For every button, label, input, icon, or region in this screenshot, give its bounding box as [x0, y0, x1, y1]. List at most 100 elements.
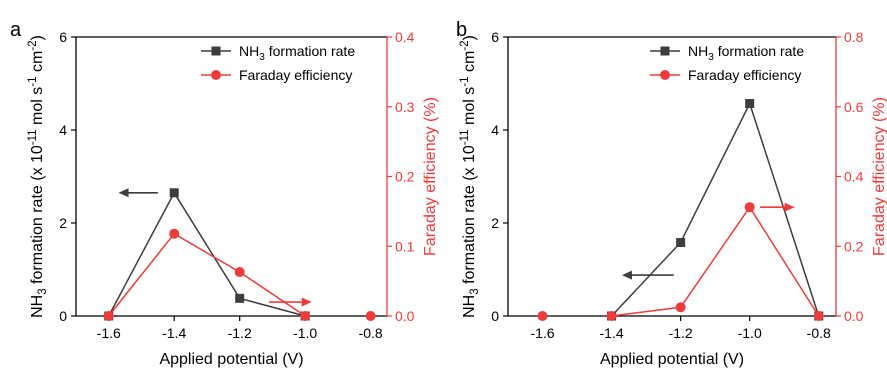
x-tick-label: -1.6: [530, 325, 554, 341]
x-tick-label: -1.4: [600, 325, 624, 341]
label-part: formation rate: [714, 43, 804, 59]
label-part: NH: [29, 295, 46, 318]
y-left-tick-label: 2: [491, 215, 499, 231]
x-tick-label: -1.0: [738, 325, 762, 341]
series-line: [108, 191, 306, 317]
label-part: Faraday efficiency: [239, 67, 352, 83]
y-right-tick-label: 0.6: [844, 99, 864, 115]
circle-marker: [660, 70, 670, 80]
y-left-tick-label: 4: [491, 122, 499, 138]
x-axis-label: Applied potential (V): [159, 351, 303, 368]
y-left-tick-label: 0: [491, 308, 499, 324]
chart-panel-b: b -1.6 -1.4 -1.2 -1.0 -0.8 0 2 4 6 0.0 0.2 0.4 0.6 0.8…: [456, 19, 887, 368]
circle-marker: [300, 311, 311, 321]
nh3-rate-series: [607, 98, 824, 321]
square-marker: [169, 188, 179, 198]
subscript: 3: [708, 52, 714, 63]
superscript: -2: [27, 40, 39, 50]
label-part: mol s: [461, 87, 478, 130]
series-line: [611, 101, 820, 317]
y-right-tick-label: 0.4: [844, 169, 864, 185]
label-part: NH: [688, 43, 708, 59]
x-axis-label: Applied potential (V): [600, 351, 744, 368]
legend: NH3 formation rate Faraday efficiency: [650, 43, 804, 83]
superscript: -2: [459, 40, 471, 50]
right-arrow: [269, 297, 312, 307]
y-right-tick-label: 0.2: [395, 169, 415, 185]
subscript: 3: [37, 288, 49, 294]
y-right-tick-label: 0.0: [844, 308, 864, 324]
square-marker: [745, 98, 755, 108]
circle-marker: [234, 267, 245, 278]
square-marker: [235, 293, 245, 303]
label-part: ): [29, 35, 46, 40]
y-left-axis-label: NH3 formation rate (x 10-11 mol s-1 cm-2…: [27, 35, 49, 318]
y-left-tick-label: 6: [59, 29, 67, 45]
superscript: -11: [459, 129, 471, 145]
superscript: -11: [27, 129, 39, 145]
faraday-efficiency-series: [103, 228, 311, 321]
circle-marker: [537, 311, 548, 321]
circle-marker: [744, 202, 755, 213]
y-right-tick-label: 0.1: [395, 238, 415, 254]
chart-panel-a: a -1.6 -1.4 -1.2 -1.0 -0.8 0 2 4 6 0.0 0.1 0.2 0.3 0.4…: [10, 19, 439, 368]
y-left-axis-label: NH3 formation rate (x 10-11 mol s-1 cm-2…: [459, 35, 481, 318]
label-part: formation rate: [265, 43, 355, 59]
circle-marker: [813, 311, 824, 321]
arrow-head: [621, 270, 632, 280]
y-right-axis-label: Faraday efficiency (%): [871, 97, 887, 256]
superscript: -1: [459, 76, 471, 86]
y-left-tick-label: 2: [59, 215, 67, 231]
legend-entry: Faraday efficiency: [688, 67, 801, 83]
y-right-tick-label: 0.3: [395, 99, 415, 115]
circle-marker: [675, 302, 686, 313]
label-part: mol s: [29, 87, 46, 130]
y-left-tick-label: 0: [59, 308, 67, 324]
circle-marker: [365, 311, 376, 321]
y-right-tick-label: 0.4: [395, 29, 415, 45]
panel-label: b: [456, 19, 467, 41]
y-left-tick-label: 4: [59, 122, 67, 138]
x-tick-label: -1.2: [669, 325, 693, 341]
arrow-head: [784, 202, 795, 212]
legend-entry: Faraday efficiency: [239, 67, 352, 83]
legend: NH3 formation rate Faraday efficiency: [201, 43, 355, 83]
label-part: cm: [29, 51, 46, 77]
right-arrow: [760, 202, 795, 212]
legend-entry: NH3 formation rate: [239, 43, 355, 63]
square-marker: [676, 238, 686, 248]
circle-marker: [169, 228, 180, 239]
square-marker: [660, 46, 670, 56]
subscript: 3: [259, 52, 265, 63]
x-tick-label: -1.0: [293, 325, 317, 341]
label-part: formation rate (x 10: [29, 145, 46, 288]
arrow-head: [118, 188, 129, 198]
label-part: NH: [461, 295, 478, 318]
circle-marker: [606, 311, 617, 321]
square-marker: [211, 46, 221, 56]
series-line: [611, 205, 820, 317]
label-part: cm: [461, 51, 478, 77]
faraday-efficiency-series: [606, 202, 824, 321]
label-part: Faraday efficiency: [688, 67, 801, 83]
x-tick-label: -0.8: [807, 325, 831, 341]
superscript: -1: [27, 76, 39, 86]
nh3-rate-series: [104, 188, 310, 321]
y-right-axis-label: Faraday efficiency (%): [422, 97, 439, 256]
x-tick-label: -1.2: [228, 325, 252, 341]
legend-entry: NH3 formation rate: [688, 43, 804, 63]
y-right-tick-label: 0.2: [844, 238, 864, 254]
x-tick-label: -0.8: [359, 325, 383, 341]
y-right-tick-label: 0.8: [844, 29, 864, 45]
x-tick-label: -1.4: [162, 325, 186, 341]
arrow-head: [301, 297, 312, 307]
label-part: formation rate (x 10: [461, 145, 478, 288]
subscript: 3: [469, 288, 481, 294]
label-part: ): [461, 35, 478, 40]
y-left-tick-label: 6: [491, 29, 499, 45]
x-tick-label: -1.6: [97, 325, 121, 341]
circle-marker: [103, 311, 114, 321]
panel-label: a: [10, 19, 22, 41]
left-arrow: [118, 188, 158, 198]
